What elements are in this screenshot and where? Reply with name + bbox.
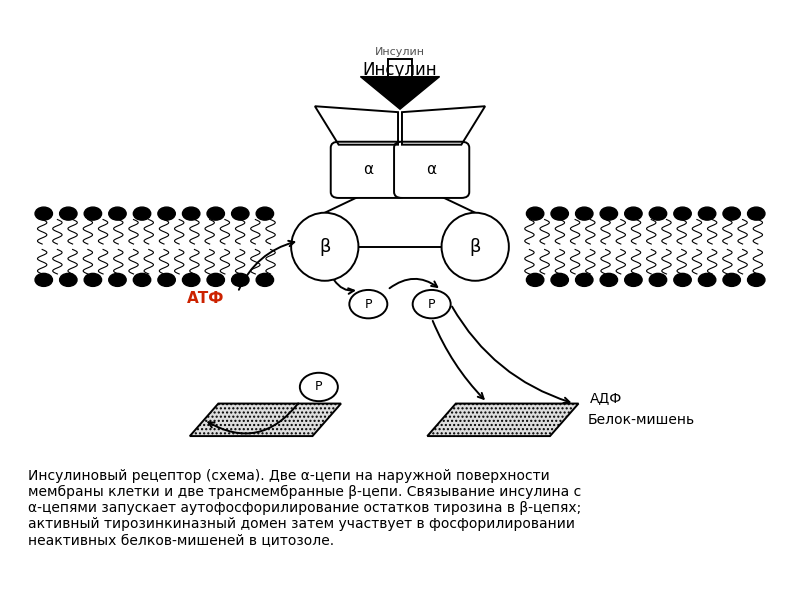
Circle shape xyxy=(698,207,716,220)
Text: P: P xyxy=(315,380,322,394)
Polygon shape xyxy=(190,404,341,436)
Circle shape xyxy=(84,207,102,220)
Circle shape xyxy=(625,274,642,286)
Text: P: P xyxy=(365,298,372,311)
Circle shape xyxy=(723,207,740,220)
Circle shape xyxy=(747,274,765,286)
Circle shape xyxy=(60,207,77,220)
Circle shape xyxy=(575,207,593,220)
Bar xyxy=(388,59,412,77)
Circle shape xyxy=(747,207,765,220)
Circle shape xyxy=(650,274,666,286)
Circle shape xyxy=(231,274,249,286)
Circle shape xyxy=(207,274,225,286)
Text: P: P xyxy=(428,298,435,311)
Circle shape xyxy=(650,207,666,220)
Circle shape xyxy=(526,274,544,286)
Circle shape xyxy=(35,274,53,286)
Circle shape xyxy=(60,274,77,286)
Text: АТФ: АТФ xyxy=(187,291,225,306)
Circle shape xyxy=(674,207,691,220)
Circle shape xyxy=(158,274,175,286)
Circle shape xyxy=(600,274,618,286)
Circle shape xyxy=(84,274,102,286)
Circle shape xyxy=(207,207,225,220)
Circle shape xyxy=(526,207,544,220)
Circle shape xyxy=(231,207,249,220)
Circle shape xyxy=(256,207,274,220)
Circle shape xyxy=(182,207,200,220)
Text: Инсулиновый рецептор (схема). Две α-цепи на наружной поверхности
мембраны клетки: Инсулиновый рецептор (схема). Две α-цепи… xyxy=(28,469,581,548)
Circle shape xyxy=(551,274,569,286)
Circle shape xyxy=(158,207,175,220)
Circle shape xyxy=(109,274,126,286)
Text: Инсулин: Инсулин xyxy=(375,47,425,57)
Ellipse shape xyxy=(291,213,358,281)
Polygon shape xyxy=(361,77,439,109)
Text: Инсулин: Инсулин xyxy=(362,61,438,79)
Circle shape xyxy=(300,373,338,401)
Text: Белок-мишень: Белок-мишень xyxy=(588,413,695,427)
Text: β: β xyxy=(319,238,330,256)
Circle shape xyxy=(551,207,569,220)
Ellipse shape xyxy=(442,213,509,281)
Circle shape xyxy=(413,290,450,319)
Circle shape xyxy=(698,274,716,286)
Circle shape xyxy=(182,274,200,286)
Polygon shape xyxy=(427,404,578,436)
FancyBboxPatch shape xyxy=(330,142,406,198)
Circle shape xyxy=(134,274,150,286)
Circle shape xyxy=(256,274,274,286)
Circle shape xyxy=(575,274,593,286)
Circle shape xyxy=(723,274,740,286)
Text: β: β xyxy=(470,238,481,256)
Text: α: α xyxy=(426,163,437,178)
Circle shape xyxy=(600,207,618,220)
Circle shape xyxy=(350,290,387,319)
Circle shape xyxy=(625,207,642,220)
Text: АДФ: АДФ xyxy=(590,391,622,404)
Circle shape xyxy=(35,207,53,220)
Circle shape xyxy=(674,274,691,286)
FancyBboxPatch shape xyxy=(394,142,470,198)
Text: α: α xyxy=(363,163,374,178)
Circle shape xyxy=(109,207,126,220)
Circle shape xyxy=(134,207,150,220)
